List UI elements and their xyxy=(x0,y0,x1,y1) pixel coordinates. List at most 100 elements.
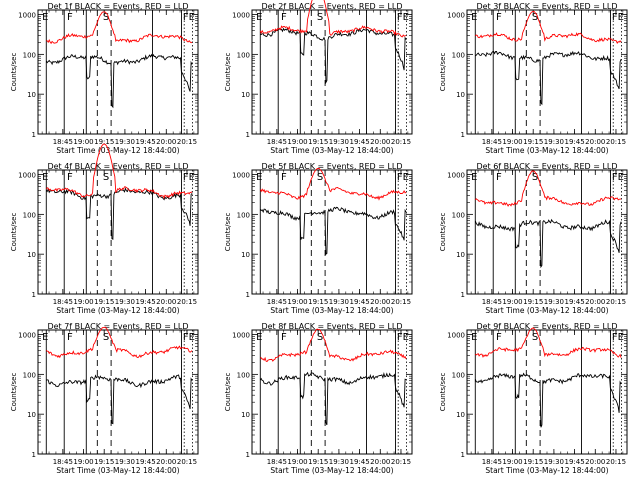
y-tick-label: 10 xyxy=(241,91,250,99)
y-tick-label: 100 xyxy=(23,51,36,59)
panel-title: Det 6f BLACK = Events, RED = LLD xyxy=(476,162,617,171)
region-letter: FE xyxy=(397,332,409,343)
x-tick-label: 18:45 xyxy=(482,458,502,466)
y-tick-label: 1000 xyxy=(18,172,36,180)
y-tick-label: 10 xyxy=(456,251,465,259)
x-axis-label: Start Time (03-May-12 18:44:00) xyxy=(56,306,179,315)
detector-panel: Det 1f BLACK = Events, RED = LLD 1 10 100 10… xyxy=(10,2,199,155)
x-tick-label: 19:30 xyxy=(115,298,135,306)
x-tick-label: 19:30 xyxy=(544,298,564,306)
region-letter: F xyxy=(496,12,502,23)
x-tick-label: 20:15 xyxy=(606,458,626,466)
x-axis-label: Start Time (03-May-12 18:44:00) xyxy=(485,146,608,155)
region-letter: F xyxy=(67,172,73,183)
lld-series-line xyxy=(45,143,193,199)
region-letter: S xyxy=(532,12,538,23)
x-tick-label: 19:15 xyxy=(523,138,543,146)
x-tick-label: 20:00 xyxy=(585,138,605,146)
y-tick-label: 1000 xyxy=(447,172,465,180)
x-tick-label: 19:30 xyxy=(544,458,564,466)
y-axis-label: Counts/sec xyxy=(10,53,18,92)
region-letter: FE xyxy=(612,172,624,183)
region-letter: FE xyxy=(183,172,195,183)
region-letter: FE xyxy=(612,332,624,343)
region-letter: S xyxy=(103,172,109,183)
y-tick-label: 10 xyxy=(241,251,250,259)
x-tick-label: 19:45 xyxy=(349,298,369,306)
y-tick-label: 1000 xyxy=(18,12,36,20)
panel-title: Det 3f BLACK = Events, RED = LLD xyxy=(476,2,617,11)
plot-frame xyxy=(251,9,413,135)
x-tick-label: 18:45 xyxy=(267,298,287,306)
y-tick-label: 1 xyxy=(246,131,250,139)
x-tick-label: 19:15 xyxy=(523,458,543,466)
x-tick-label: 18:45 xyxy=(53,138,73,146)
detector-panel: Det 9f BLACK = Events, RED = LLD 1 10 100 10… xyxy=(439,322,628,475)
x-tick-label: 19:00 xyxy=(502,138,522,146)
x-tick-label: 19:45 xyxy=(564,298,584,306)
y-axis-label: Counts/sec xyxy=(10,213,18,252)
x-tick-label: 19:00 xyxy=(502,458,522,466)
y-tick-label: 1000 xyxy=(232,172,250,180)
x-tick-label: 18:45 xyxy=(267,138,287,146)
x-tick-label: 19:15 xyxy=(308,458,328,466)
panel-title: Det 4f BLACK = Events, RED = LLD xyxy=(47,162,188,171)
region-letter: E xyxy=(471,12,477,23)
x-tick-label: 19:30 xyxy=(329,458,349,466)
region-letter: S xyxy=(532,332,538,343)
region-letter: E xyxy=(42,172,48,183)
x-tick-label: 18:45 xyxy=(53,458,73,466)
y-tick-label: 10 xyxy=(27,251,36,259)
region-letter: E xyxy=(42,12,48,23)
x-tick-label: 20:00 xyxy=(585,298,605,306)
y-tick-label: 1000 xyxy=(18,332,36,340)
panel-title: Det 8f BLACK = Events, RED = LLD xyxy=(261,322,402,331)
lld-series-line xyxy=(45,326,193,359)
region-letter: S xyxy=(317,172,323,183)
y-tick-label: 1 xyxy=(32,451,36,459)
y-tick-label: 1 xyxy=(461,291,465,299)
panel-title: Det 1f BLACK = Events, RED = LLD xyxy=(47,2,188,11)
x-tick-label: 20:00 xyxy=(370,298,390,306)
y-tick-label: 10 xyxy=(27,411,36,419)
x-tick-label: 19:45 xyxy=(564,458,584,466)
x-tick-label: 19:30 xyxy=(329,298,349,306)
x-tick-label: 20:15 xyxy=(606,298,626,306)
region-letter: E xyxy=(471,332,477,343)
x-tick-label: 19:15 xyxy=(94,298,114,306)
x-tick-label: 19:15 xyxy=(308,138,328,146)
region-letter: S xyxy=(103,332,109,343)
x-tick-label: 20:00 xyxy=(156,138,176,146)
y-tick-label: 100 xyxy=(23,211,36,219)
x-tick-label: 20:15 xyxy=(391,298,411,306)
x-tick-label: 19:45 xyxy=(135,458,155,466)
x-tick-label: 20:00 xyxy=(156,298,176,306)
detector-panel: Det 2f BLACK = Events, RED = LLD 1 10 100 10… xyxy=(224,0,413,155)
x-tick-label: 20:00 xyxy=(370,138,390,146)
x-tick-label: 20:15 xyxy=(177,298,197,306)
y-tick-label: 1000 xyxy=(232,332,250,340)
region-letter: S xyxy=(532,172,538,183)
lld-series-line xyxy=(259,168,407,201)
events-series-line xyxy=(259,206,407,256)
y-tick-label: 1000 xyxy=(447,332,465,340)
y-tick-label: 1000 xyxy=(232,12,250,20)
detector-panel: Det 6f BLACK = Events, RED = LLD 1 10 100 10… xyxy=(439,162,628,315)
y-tick-label: 10 xyxy=(456,411,465,419)
panel-title: Det 5f BLACK = Events, RED = LLD xyxy=(261,162,402,171)
x-tick-label: 19:15 xyxy=(308,298,328,306)
x-tick-label: 20:15 xyxy=(177,138,197,146)
x-tick-label: 19:45 xyxy=(349,138,369,146)
y-tick-label: 1 xyxy=(32,131,36,139)
x-tick-label: 20:00 xyxy=(156,458,176,466)
detector-panel: Det 5f BLACK = Events, RED = LLD 1 10 100 10… xyxy=(224,162,413,315)
y-tick-label: 1 xyxy=(461,131,465,139)
events-series-line xyxy=(475,50,622,106)
x-tick-label: 18:45 xyxy=(482,138,502,146)
y-tick-label: 10 xyxy=(27,91,36,99)
x-axis-label: Start Time (03-May-12 18:44:00) xyxy=(270,146,393,155)
region-letter: F xyxy=(496,332,502,343)
plot-frame xyxy=(466,9,628,135)
region-letter: F xyxy=(281,12,287,23)
